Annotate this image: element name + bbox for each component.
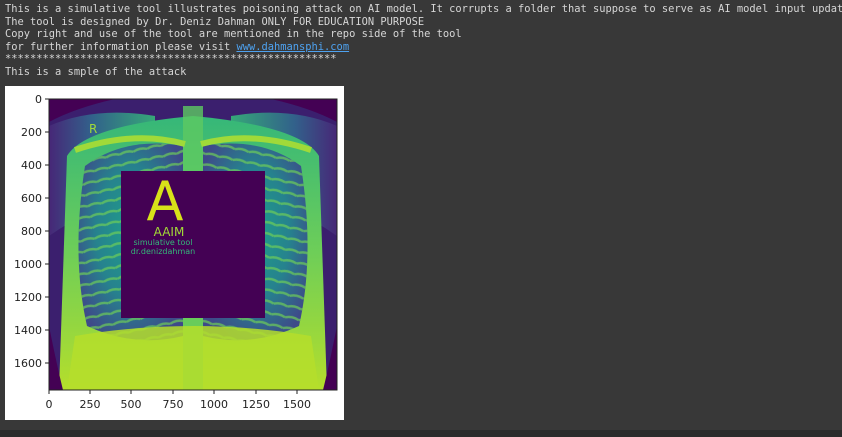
output-line: Copy right and use of the tool are menti… (5, 28, 462, 41)
y-tick-label: 1200 (14, 291, 42, 304)
xray-image: R A AAIM simulative tool dr.denizdahman (49, 99, 337, 390)
y-tick-label: 1600 (14, 357, 42, 370)
separator-line: ****************************************… (5, 53, 337, 66)
y-tick-label: 1400 (14, 324, 42, 337)
y-tick-label: 200 (21, 126, 42, 139)
y-tick-label: 0 (35, 93, 42, 106)
x-axis: 0 250 500 750 1000 1250 1500 (46, 390, 311, 411)
patch-subtitle-1: simulative tool (133, 238, 192, 247)
x-tick-label: 1500 (283, 398, 311, 411)
patch-letter: A (147, 170, 184, 233)
info-line: for further information please visit www… (5, 41, 840, 54)
console-output: This is a simulative tool illustrates po… (5, 3, 842, 79)
x-tick-label: 1000 (200, 398, 228, 411)
y-axis: 0 200 400 600 800 1000 1200 1400 1600 (14, 93, 49, 370)
y-tick-label: 800 (21, 225, 42, 238)
poison-patch: A AAIM simulative tool dr.denizdahman (121, 170, 265, 318)
x-tick-label: 1250 (242, 398, 270, 411)
y-tick-label: 600 (21, 192, 42, 205)
plot-frame (48, 98, 338, 391)
x-tick-label: 500 (121, 398, 142, 411)
patch-square (121, 171, 265, 318)
y-tick-label: 400 (21, 159, 42, 172)
sample-caption: This is a smple of the attack (5, 65, 187, 78)
output-line: The tool is designed by Dr. Deniz Dahman… (5, 15, 425, 28)
y-tick-label: 1000 (14, 258, 42, 271)
x-tick-label: 250 (80, 398, 101, 411)
website-link[interactable]: www.dahmansphi.com (236, 40, 350, 53)
attack-sample-figure: R A AAIM simulative tool dr.denizdahman … (5, 86, 344, 420)
output-line: This is a simulative tool illustrates po… (5, 3, 842, 15)
x-tick-label: 0 (46, 398, 53, 411)
patch-title: AAIM (154, 225, 185, 239)
patch-subtitle-2: dr.denizdahman (131, 247, 195, 256)
x-tick-label: 750 (163, 398, 184, 411)
xray-side-marker: R (89, 122, 97, 136)
figure-canvas: R A AAIM simulative tool dr.denizdahman … (14, 93, 338, 411)
info-prefix: for further information please visit (5, 40, 237, 53)
bottom-strip (0, 430, 842, 437)
